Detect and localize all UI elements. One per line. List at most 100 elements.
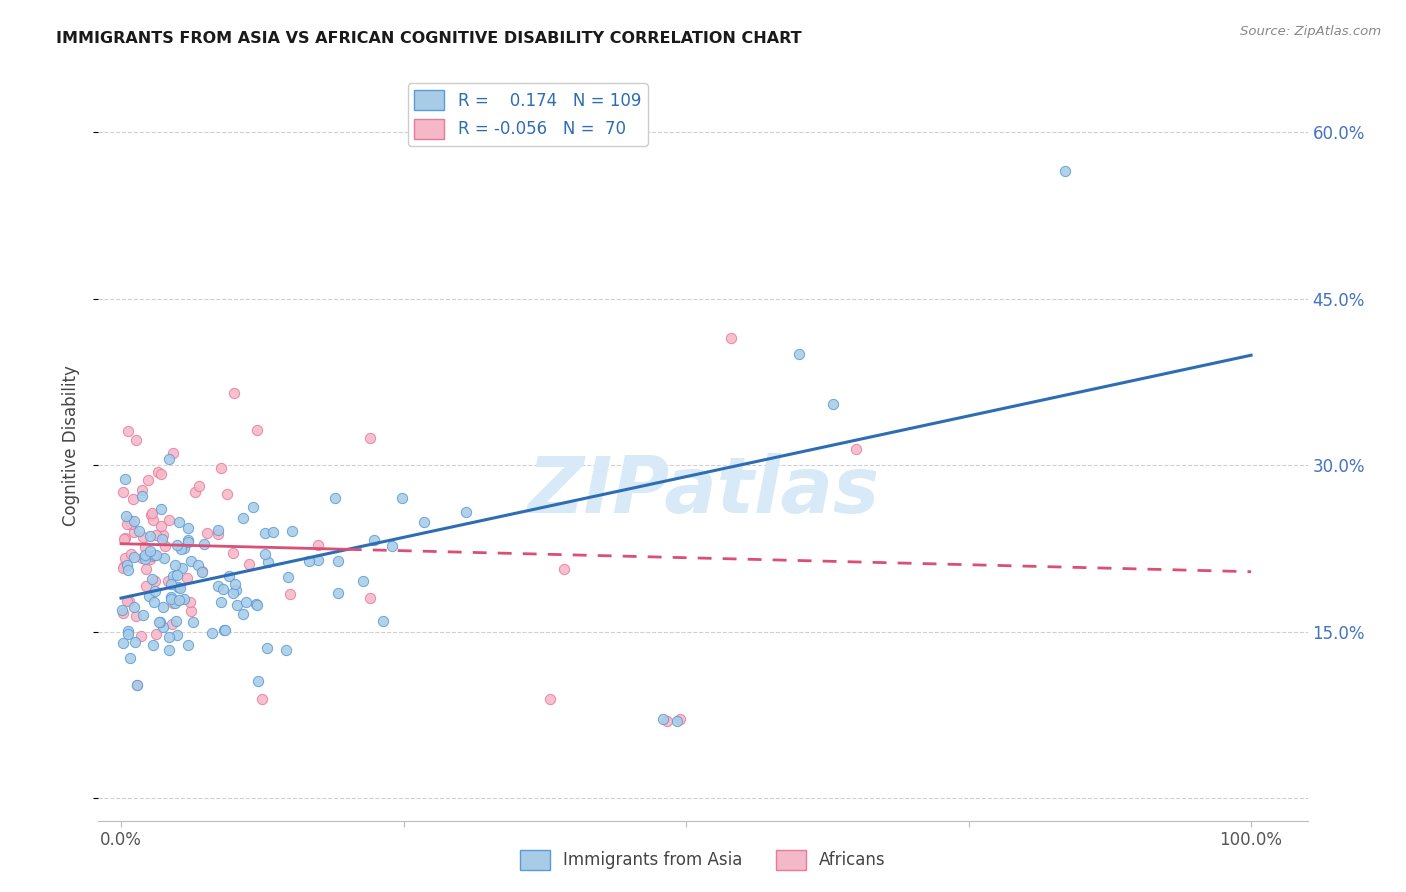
Point xyxy=(124,634,146,648)
Point xyxy=(120,547,142,561)
Point xyxy=(160,591,183,606)
Point xyxy=(135,579,157,593)
Point xyxy=(122,492,145,507)
Point xyxy=(352,574,374,588)
Point xyxy=(111,561,134,575)
Point xyxy=(159,590,181,604)
Point xyxy=(217,486,239,500)
Point xyxy=(381,539,404,553)
Point xyxy=(153,551,176,566)
Point xyxy=(277,570,299,584)
Point xyxy=(655,714,678,728)
Point xyxy=(188,479,211,493)
Point xyxy=(118,513,141,527)
Point xyxy=(160,576,183,591)
Point xyxy=(391,491,413,505)
Point xyxy=(134,548,156,562)
Point xyxy=(131,551,153,566)
Point xyxy=(115,516,138,531)
Legend: Immigrants from Asia, Africans: Immigrants from Asia, Africans xyxy=(513,843,893,877)
Point xyxy=(177,535,200,549)
Point xyxy=(193,537,215,551)
Point xyxy=(122,514,145,528)
Point xyxy=(669,712,692,726)
Point xyxy=(181,615,204,629)
Point xyxy=(134,552,156,566)
Point xyxy=(145,528,167,542)
Point xyxy=(254,526,277,541)
Point xyxy=(538,691,561,706)
Point xyxy=(326,553,349,567)
Point xyxy=(225,583,247,598)
Point xyxy=(112,532,135,546)
Point xyxy=(143,583,166,598)
Point xyxy=(274,642,297,657)
Point xyxy=(145,549,167,563)
Point xyxy=(132,608,155,623)
Point xyxy=(207,523,229,537)
Point xyxy=(177,521,200,535)
Point xyxy=(117,563,139,577)
Point xyxy=(112,559,135,574)
Point xyxy=(115,558,138,572)
Point xyxy=(124,524,146,539)
Point xyxy=(114,551,136,566)
Point xyxy=(298,554,321,568)
Point xyxy=(136,473,159,487)
Point xyxy=(131,483,153,497)
Point xyxy=(118,594,141,608)
Point xyxy=(222,585,245,599)
Point xyxy=(117,624,139,638)
Point xyxy=(152,620,174,634)
Point xyxy=(134,540,156,554)
Point xyxy=(720,331,742,345)
Point xyxy=(125,677,148,691)
Point xyxy=(131,489,153,503)
Point xyxy=(787,347,810,361)
Point xyxy=(232,511,254,525)
Point xyxy=(129,629,152,643)
Point xyxy=(142,513,165,527)
Point xyxy=(114,531,136,545)
Text: ZIPatlas: ZIPatlas xyxy=(527,453,879,529)
Point xyxy=(278,587,301,601)
Point xyxy=(246,598,269,612)
Point xyxy=(246,423,269,437)
Point xyxy=(307,553,329,567)
Point xyxy=(117,424,139,438)
Point xyxy=(162,446,184,460)
Point xyxy=(143,595,166,609)
Point xyxy=(214,623,236,637)
Point xyxy=(157,513,180,527)
Point xyxy=(323,491,346,505)
Point xyxy=(112,635,135,649)
Point xyxy=(159,630,181,644)
Point xyxy=(207,578,229,592)
Point xyxy=(128,524,150,538)
Point xyxy=(157,451,180,466)
Point xyxy=(180,554,202,568)
Point xyxy=(139,543,162,558)
Point xyxy=(125,434,148,448)
Point xyxy=(169,581,191,595)
Point xyxy=(256,641,278,656)
Point xyxy=(167,580,190,594)
Point xyxy=(363,533,385,547)
Point xyxy=(148,615,170,629)
Point xyxy=(173,592,195,607)
Point xyxy=(156,574,179,588)
Point xyxy=(232,607,254,622)
Point xyxy=(153,539,176,553)
Point xyxy=(212,624,235,638)
Point xyxy=(142,638,165,652)
Text: Source: ZipAtlas.com: Source: ZipAtlas.com xyxy=(1240,25,1381,38)
Point xyxy=(138,589,160,603)
Point xyxy=(207,527,229,541)
Point xyxy=(238,557,260,571)
Point xyxy=(159,643,181,657)
Point xyxy=(162,595,184,609)
Point xyxy=(211,582,233,596)
Point xyxy=(1053,164,1076,178)
Point xyxy=(162,569,184,583)
Point xyxy=(173,541,195,555)
